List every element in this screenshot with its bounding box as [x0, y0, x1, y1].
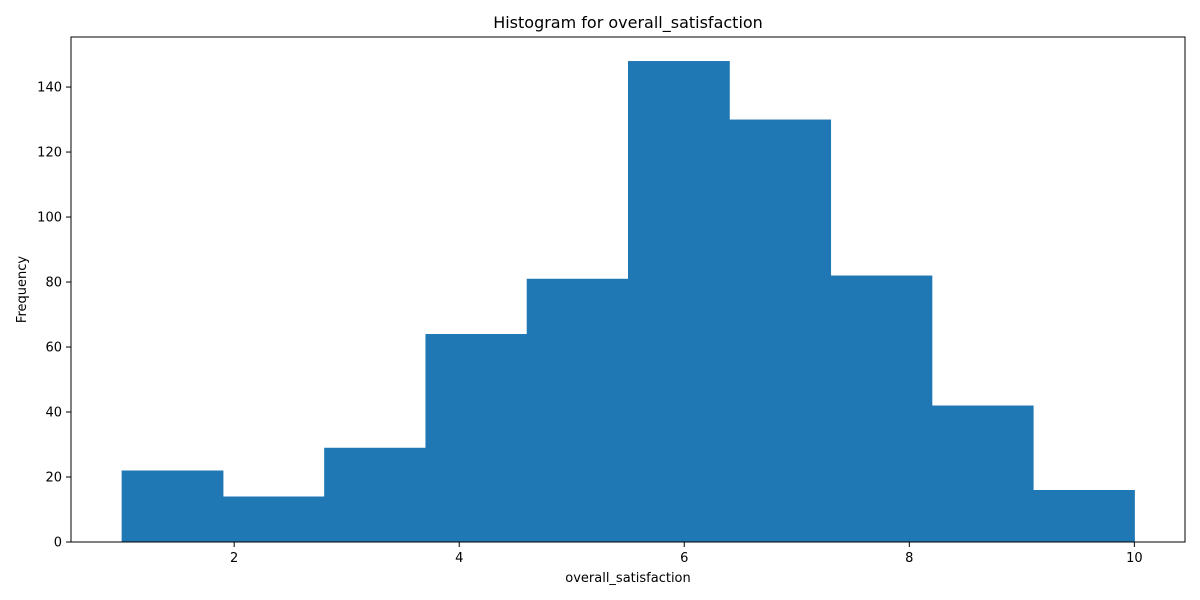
y-tick-label: 140 [37, 81, 62, 96]
histogram-bar [121, 470, 224, 542]
histogram-bar [931, 405, 1034, 542]
y-tick-label: 0 [54, 536, 62, 551]
bars-layer [121, 61, 1135, 543]
x-tick-label: 6 [680, 551, 688, 566]
x-tick-label: 2 [230, 551, 238, 566]
y-tick-label: 80 [45, 276, 62, 291]
histogram-bar [222, 496, 325, 542]
y-axis-label: Frequency [15, 256, 30, 323]
x-axis-label: overall_satisfaction [565, 571, 691, 586]
y-tick-label: 40 [45, 406, 62, 421]
y-tick-label: 20 [45, 471, 62, 486]
histogram-bar [830, 275, 933, 542]
y-axis-ticks: 0 20 40 60 80 100 120 140 [37, 81, 71, 551]
histogram-bar [324, 447, 426, 542]
y-tick-label: 120 [37, 146, 62, 161]
x-axis-ticks: 2 4 6 8 10 [230, 542, 1143, 566]
x-tick-label: 4 [455, 551, 463, 566]
histogram-bar [425, 334, 528, 542]
histogram-bar [729, 119, 832, 543]
y-tick-label: 60 [45, 341, 62, 356]
y-tick-label: 100 [37, 211, 62, 226]
chart-title: Histogram for overall_satisfaction [493, 13, 763, 33]
histogram-bar [526, 278, 629, 542]
x-tick-label: 8 [905, 551, 913, 566]
histogram-bar [1033, 490, 1135, 542]
x-tick-label: 10 [1126, 551, 1143, 566]
plot-frame [70, 36, 1186, 543]
histogram-bar [628, 61, 730, 543]
